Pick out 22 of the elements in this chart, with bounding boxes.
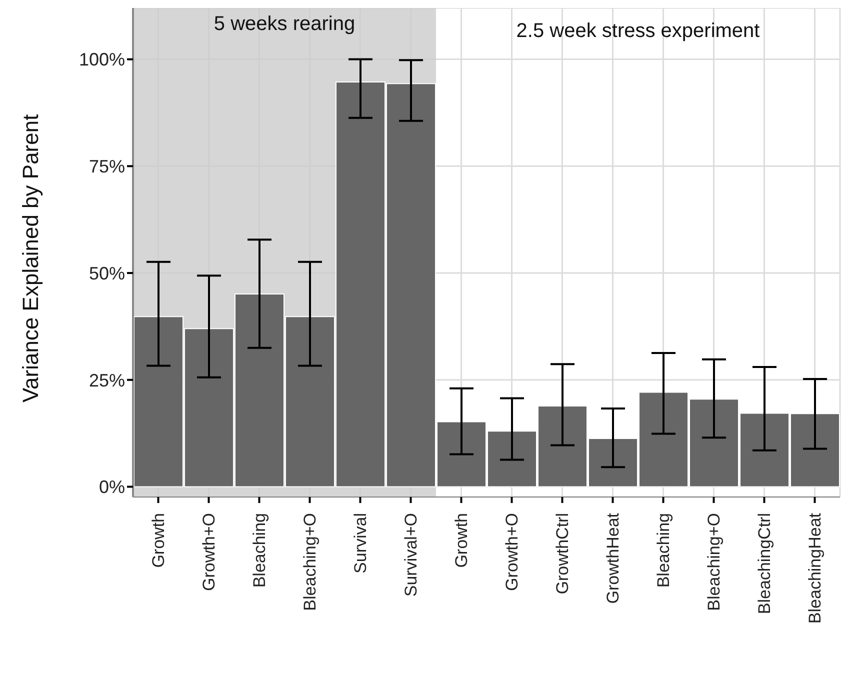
x-tick-label: Survival: [351, 513, 370, 574]
x-tick-label: Bleaching+O: [704, 513, 724, 611]
y-tick-label: 100%: [78, 50, 125, 70]
x-tick-label: GrowthHeat: [604, 512, 623, 604]
x-tick-label: GrowthCtrl: [553, 513, 572, 594]
y-tick-label: 50%: [88, 263, 125, 284]
y-axis-title: Variance Explained by Parent: [18, 114, 43, 402]
y-tick-label: 75%: [88, 156, 125, 177]
x-tick-label: Bleaching: [654, 513, 674, 588]
y-tick-label: 0%: [98, 477, 125, 498]
x-tick-label: Growth: [452, 513, 472, 568]
x-tick-label: Growth+O: [200, 513, 219, 591]
x-tick-label: Growth: [149, 513, 168, 568]
x-tick-label: Bleaching: [250, 513, 270, 588]
x-tick-label: BleachingHeat: [806, 512, 825, 624]
band-label: 5 weeks rearing: [214, 13, 356, 36]
y-tick-label: 25%: [88, 370, 125, 390]
x-tick-label: BleachingCtrl: [755, 513, 774, 614]
x-tick-label: Growth+O: [502, 513, 522, 591]
annotation: 2.5 week stress experiment: [515, 20, 761, 43]
x-tick-label: Bleaching+O: [300, 513, 320, 611]
x-tick-label: Survival+O: [402, 513, 421, 597]
